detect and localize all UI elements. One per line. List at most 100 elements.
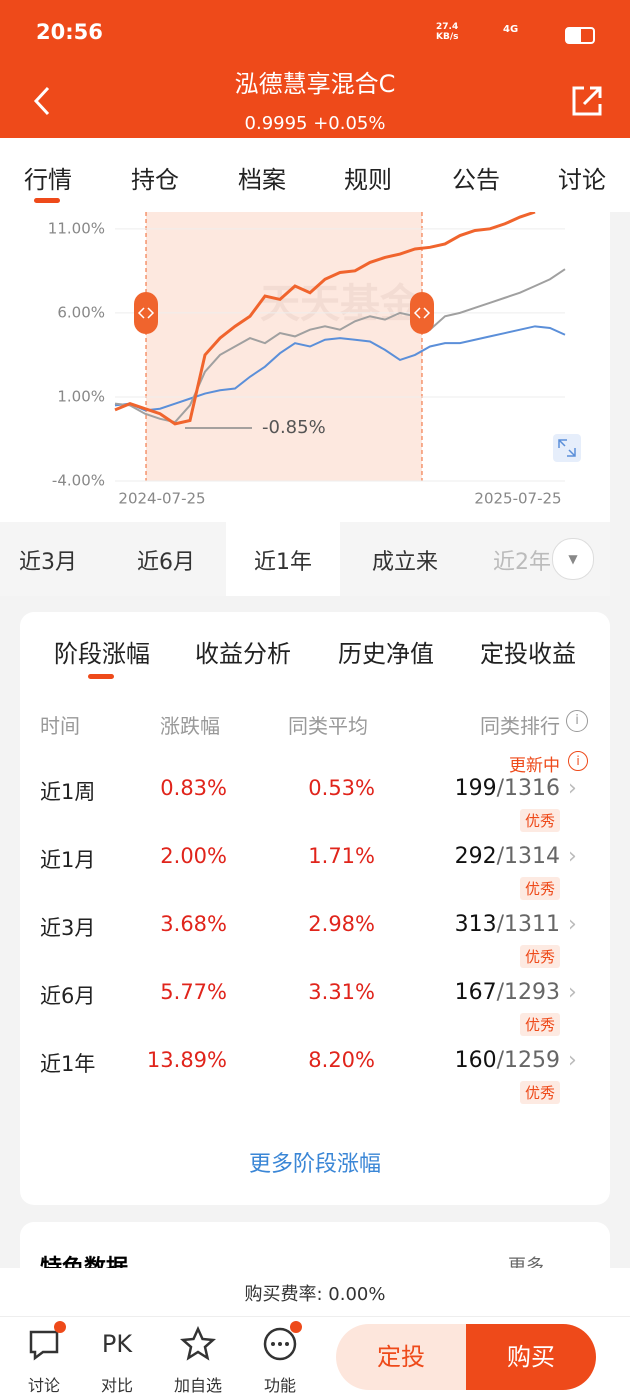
rank-total: /1259 (496, 1048, 560, 1073)
footer: 购买费率: 0.00% 定投 购买 讨论 PK 对比 加自选 功能 (0, 1268, 630, 1400)
nav-icon[interactable] (26, 1326, 62, 1362)
period[interactable]: 近3月 (19, 550, 77, 575)
rank: 199/1316 (455, 776, 560, 801)
period: 近1月 (40, 848, 96, 872)
rank: 167/1293 (455, 980, 560, 1005)
rank: 160/1259 (455, 1048, 560, 1073)
nav-label[interactable]: 对比 (100, 1376, 133, 1395)
change: 5.77% (160, 980, 227, 1004)
nav-label[interactable]: 加自选 (173, 1376, 222, 1395)
nav-label[interactable]: 功能 (263, 1376, 296, 1395)
rank: 292/1314 (455, 844, 560, 869)
rank-number: 313 (454, 912, 497, 937)
tab[interactable]: 规则 (344, 166, 392, 194)
nav-dot (290, 1321, 302, 1333)
column-header: 同类排行 (480, 714, 560, 738)
info-icon: i (566, 710, 588, 732)
expand (553, 434, 581, 462)
range-shade (146, 212, 422, 481)
rank-number: 199 (454, 776, 497, 801)
change: 13.89% (146, 1048, 227, 1072)
card-tab-indicator (88, 674, 114, 679)
x-label: 2024-07-25 (118, 490, 205, 508)
buy-button[interactable]: 购买 (466, 1324, 596, 1390)
nav-label[interactable]: 讨论 (27, 1376, 60, 1395)
card-tab[interactable]: 定投收益 (480, 640, 576, 668)
watermark: 天天基金 (260, 281, 421, 327)
tab[interactable]: 公告 (452, 166, 500, 194)
nav-dot (54, 1321, 66, 1333)
rank-total: /1293 (496, 980, 560, 1005)
tab[interactable]: 讨论 (558, 166, 606, 194)
share[interactable] (570, 84, 604, 118)
badge: 优秀 (519, 877, 560, 900)
change: 2.00% (160, 844, 227, 868)
column-header: 涨跌幅 (160, 714, 220, 738)
tab-bar: 行情 持仓 档案 规则 公告 讨论 (0, 138, 630, 212)
time: 20:56 (36, 20, 103, 44)
handle-arrows (413, 307, 431, 319)
average: 3.31% (308, 980, 375, 1004)
tab[interactable]: 档案 (238, 166, 286, 194)
card: 阶段涨幅 收益分析 历史净值 定投收益 时间 涨跌幅 同类平均 同类排行 i 更新中 i 近1周 0.8… (20, 612, 610, 1205)
period: 近3月 (40, 916, 96, 940)
chevron: › (568, 912, 577, 937)
nav-icon[interactable] (262, 1326, 298, 1362)
period[interactable]: 近6月 (137, 550, 195, 575)
period[interactable]: 近2年 (493, 550, 551, 575)
card-tab[interactable]: 历史净值 (338, 640, 434, 668)
fee: 购买费率: 0.00% (244, 1284, 386, 1305)
back[interactable] (30, 84, 56, 118)
period[interactable]: 成立来 (371, 550, 438, 575)
info-icon: i (568, 751, 588, 771)
column-header: 时间 (40, 714, 80, 738)
x-label: 2025-07-25 (474, 490, 561, 508)
annotation-label: -0.85% (262, 417, 326, 438)
period[interactable]: 近1年 (254, 550, 312, 575)
battery (565, 27, 595, 44)
nav-icon[interactable]: PK (101, 1330, 133, 1358)
net-speed: 27.4 KB/s (436, 22, 459, 42)
rank-number: 167 (454, 980, 497, 1005)
range-handle (410, 292, 434, 334)
series-line (114, 268, 566, 424)
card-tab[interactable]: 收益分析 (195, 640, 291, 668)
updating: 更新中 (509, 756, 560, 776)
average: 8.20% (308, 1048, 375, 1072)
more-link[interactable]: 更多阶段涨幅 (248, 1152, 381, 1177)
title: 泓德慧享混合C (234, 70, 396, 98)
y-tick-label: 1.00% (57, 387, 105, 405)
subtitle: 0.9995 +0.05% (244, 113, 386, 134)
change: 3.68% (160, 912, 227, 936)
dropdown[interactable]: ▼ (552, 538, 594, 580)
header: 20:56 27.4 KB/s 4G 泓德慧享混合C 0.9995 +0.05% (0, 0, 630, 138)
chevron: › (568, 776, 577, 801)
divider (0, 1316, 630, 1317)
change: 0.83% (160, 776, 227, 800)
rank-total: /1316 (496, 776, 560, 801)
average: 0.53% (308, 776, 375, 800)
y-tick-label: 6.00% (57, 303, 105, 321)
card-tab[interactable]: 阶段涨幅 (54, 640, 150, 668)
expand-icon (558, 439, 576, 457)
dingtou-button[interactable]: 定投 (336, 1324, 466, 1390)
rank-total: /1311 (496, 912, 560, 937)
rank-number: 292 (454, 844, 497, 869)
tab-indicator (34, 198, 60, 203)
period-active (226, 522, 340, 596)
tab[interactable]: 持仓 (131, 166, 179, 194)
handle-arrows (137, 307, 155, 319)
y-tick-label: 11.00% (48, 219, 105, 237)
range-handle (134, 292, 158, 334)
period: 近6月 (40, 984, 96, 1008)
chevron: › (568, 844, 577, 869)
rank: 313/1311 (455, 912, 560, 937)
badge: 优秀 (519, 809, 560, 832)
series-line (114, 212, 536, 426)
chevron: › (568, 980, 577, 1005)
tab[interactable]: 行情 (24, 166, 72, 194)
series-line (114, 325, 566, 412)
rank-number: 160 (454, 1048, 497, 1073)
nav-icon[interactable] (179, 1325, 217, 1362)
